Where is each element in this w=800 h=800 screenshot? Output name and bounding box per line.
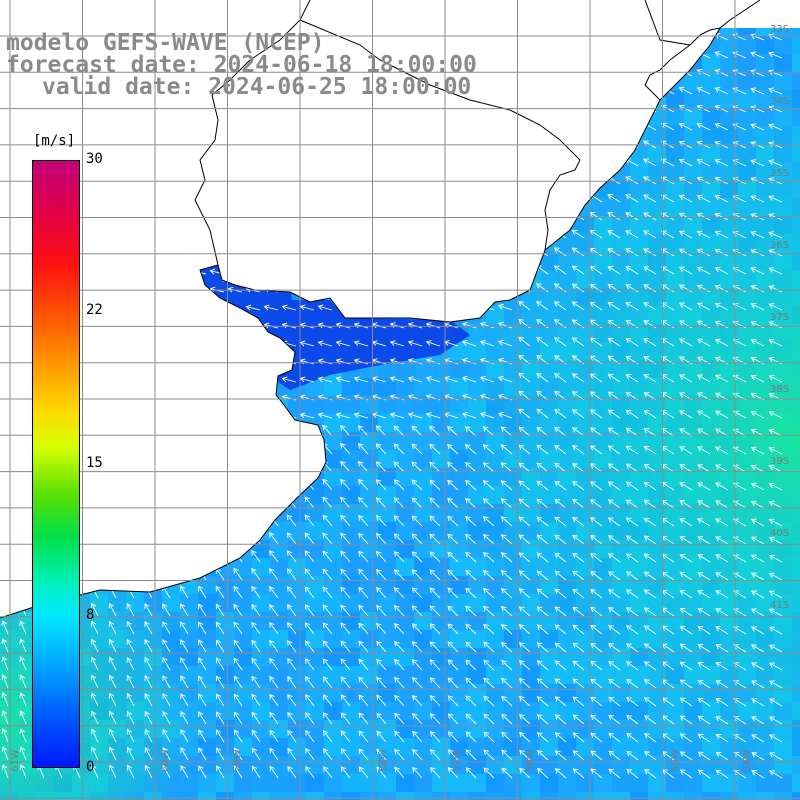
wind-arrow-head [714, 51, 721, 57]
wind-arrow [715, 51, 729, 59]
estuary-low-wind [200, 265, 470, 390]
wind-arrow-head [768, 33, 774, 40]
wind-arrow [715, 33, 729, 41]
wind-arrow-head [750, 51, 757, 57]
wind-arrow [750, 52, 765, 59]
wind-arrow-head [750, 33, 757, 39]
